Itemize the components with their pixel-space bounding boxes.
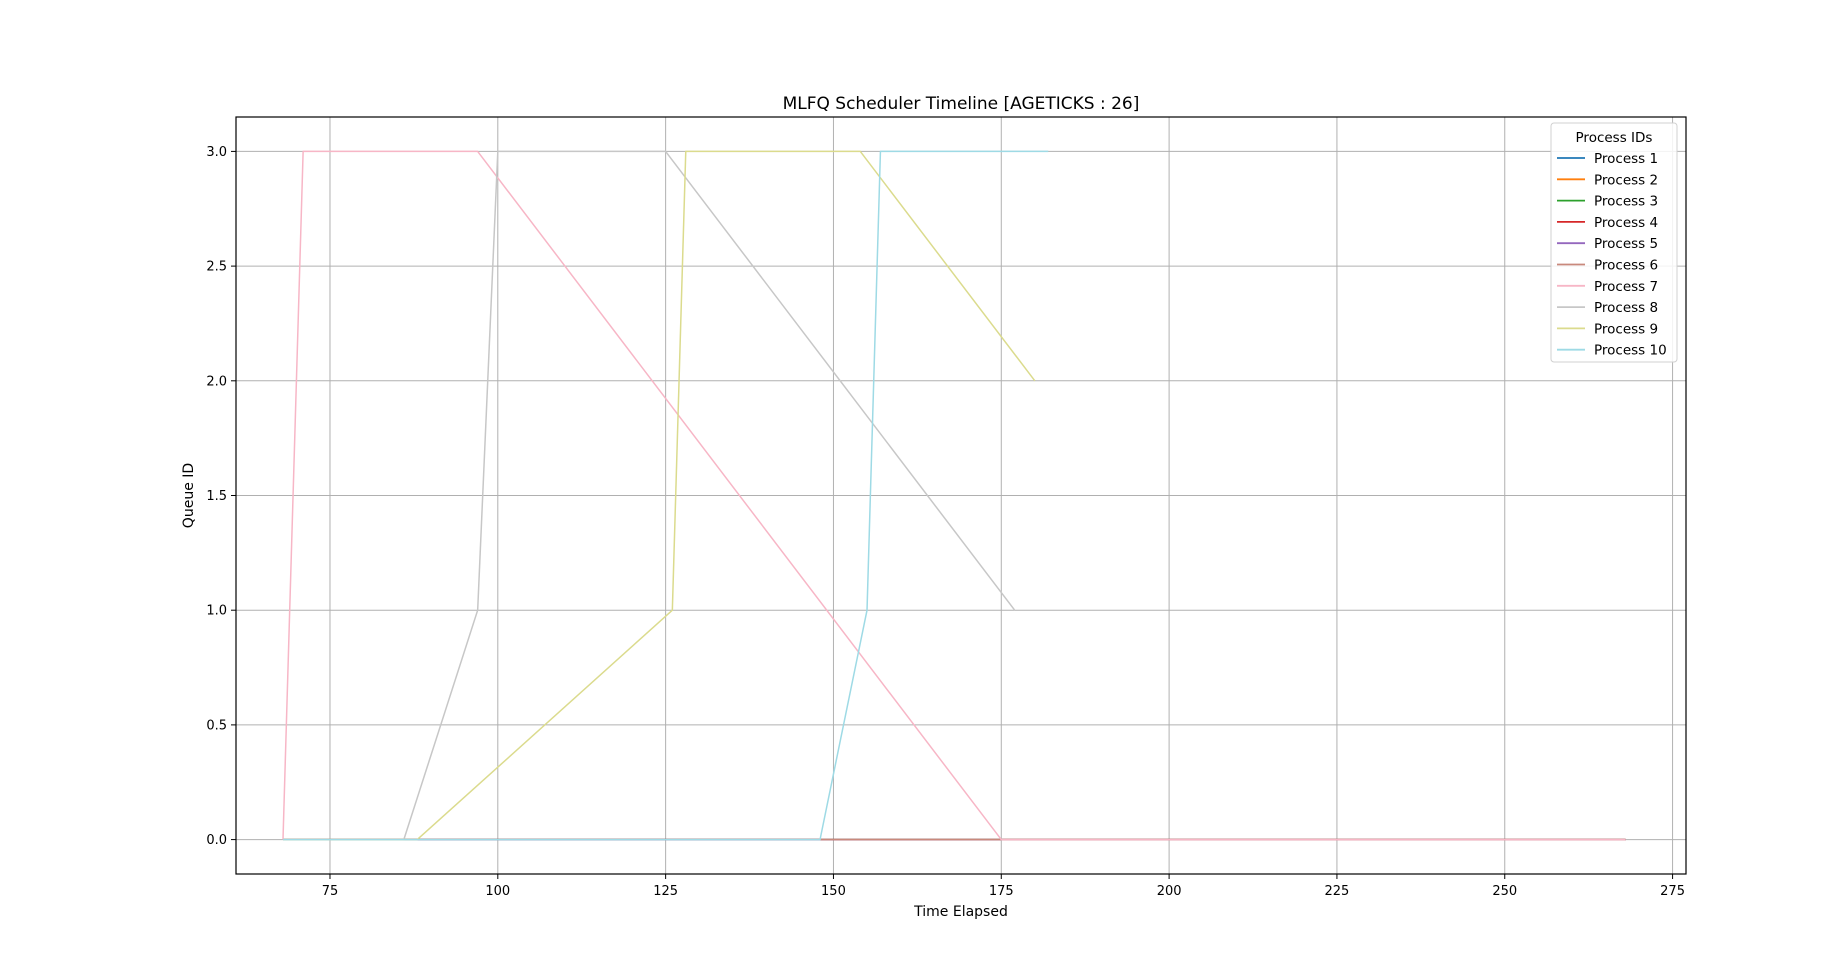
y-tick-label: 3.0 [206,145,227,160]
y-tick-label: 0.5 [206,718,227,733]
chart-title: MLFQ Scheduler Timeline [AGETICKS : 26] [783,94,1140,114]
legend-label: Process 1 [1594,151,1658,167]
legend-label: Process 10 [1594,343,1667,359]
legend-label: Process 5 [1594,236,1658,252]
y-tick-label: 0.0 [206,833,227,848]
series-line-process-7 [282,150,1626,841]
x-axis-label: Time Elapsed [913,904,1008,920]
legend-label: Process 6 [1594,258,1658,274]
x-tick-label: 150 [821,884,846,899]
legend-label: Process 8 [1594,300,1658,316]
x-tick-label: 75 [322,884,339,899]
x-tick-label: 275 [1660,884,1685,899]
legend: Process IDs Process 1 Process 2 Process 3 Pr… [1550,122,1678,363]
x-tick-label: 125 [653,884,678,899]
legend-box [1550,122,1678,363]
x-axis-ticks: 75 100 125 150 175 200 225 250 275 [322,874,1685,899]
x-tick-label: 100 [485,884,510,899]
x-tick-label: 200 [1157,884,1182,899]
y-tick-label: 2.5 [206,260,227,275]
legend-label: Process 4 [1594,215,1658,231]
legend-label: Process 7 [1594,279,1658,295]
x-tick-label: 225 [1325,884,1350,899]
y-tick-label: 2.0 [206,374,227,389]
y-tick-label: 1.0 [206,604,227,619]
grid [236,117,1686,874]
y-tick-label: 1.5 [206,489,227,504]
y-axis-label: Queue ID [181,463,197,528]
x-tick-label: 250 [1492,884,1517,899]
legend-label: Process 9 [1594,321,1658,337]
legend-label: Process 3 [1594,194,1658,210]
series-lines [282,150,1626,841]
legend-title: Process IDs [1576,130,1653,146]
x-tick-label: 175 [989,884,1014,899]
series-line-process-10 [282,150,1049,841]
y-axis-ticks: 0.0 0.5 1.0 1.5 2.0 2.5 3.0 [206,145,236,848]
legend-label: Process 2 [1594,172,1658,188]
